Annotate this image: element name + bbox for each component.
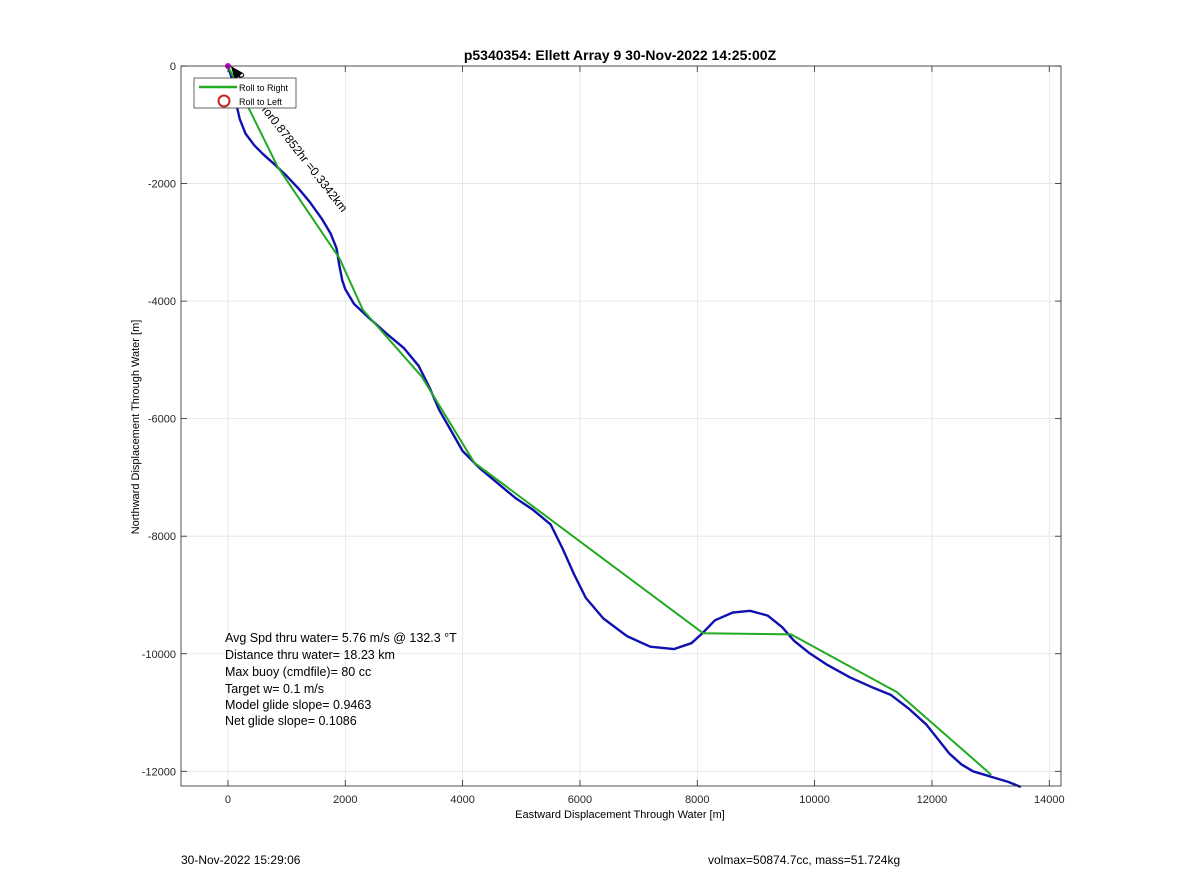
y-tick-label: 0 <box>170 61 176 73</box>
legend-box <box>193 77 297 109</box>
legend-roll-left-label: Roll to Left <box>239 97 283 107</box>
plot-area-border <box>180 65 1062 787</box>
y-tick-label: -6000 <box>148 414 176 426</box>
y-tick-label: -12000 <box>142 766 176 778</box>
x-tick-label: 0 <box>225 794 231 806</box>
stat-net-glide-slope: Net glide slope= 0.1086 <box>225 714 357 728</box>
x-tick-label: 4000 <box>450 794 474 806</box>
stat-target-w: Target w= 0.1 m/s <box>225 682 324 696</box>
x-tick-label: 6000 <box>568 794 592 806</box>
y-tick-label: -10000 <box>142 649 176 661</box>
stat-avg-speed: Avg Spd thru water= 5.76 m/s @ 132.3 °T <box>225 631 457 645</box>
x-tick-label: 8000 <box>685 794 709 806</box>
y-axis-label: Northward Displacement Through Water [m] <box>130 320 142 535</box>
glider-track-line <box>226 64 1022 788</box>
footer-timestamp: 30-Nov-2022 15:29:06 <box>181 853 301 867</box>
legend: Roll to Right Roll to Left <box>193 77 297 109</box>
stat-distance: Distance thru water= 18.23 km <box>225 648 395 662</box>
y-tick-label: -8000 <box>148 531 176 543</box>
stat-model-glide-slope: Model glide slope= 0.9463 <box>225 698 371 712</box>
roll-segment-line <box>226 65 992 776</box>
glider-stats-block: Avg Spd thru water= 5.76 m/s @ 132.3 °T … <box>225 631 457 728</box>
axis-ticks: 0 2000 4000 6000 8000 10000 12000 14000 0 -2000 -4… <box>142 61 1065 806</box>
chart-title: p5340354: Ellett Array 9 30-Nov-2022 14:… <box>464 47 777 63</box>
y-tick-label: -2000 <box>148 179 176 191</box>
grid-lines <box>181 65 1061 786</box>
footer-volmax-mass: volmax=50874.7cc, mass=51.724kg <box>708 853 901 867</box>
stat-max-buoy: Max buoy (cmdfile)= 80 cc <box>225 665 371 679</box>
legend-roll-right-label: Roll to Right <box>239 83 289 93</box>
y-tick-label: -4000 <box>148 296 176 308</box>
legend-roll-left-swatch <box>217 94 231 108</box>
x-tick-label: 2000 <box>333 794 357 806</box>
annotation-arrow-head <box>230 66 243 80</box>
x-tick-label: 14000 <box>1034 794 1065 806</box>
data-series <box>224 63 1022 788</box>
x-tick-label: 12000 <box>917 794 948 806</box>
x-tick-label: 10000 <box>799 794 830 806</box>
x-axis-label: Eastward Displacement Through Water [m] <box>515 809 725 821</box>
